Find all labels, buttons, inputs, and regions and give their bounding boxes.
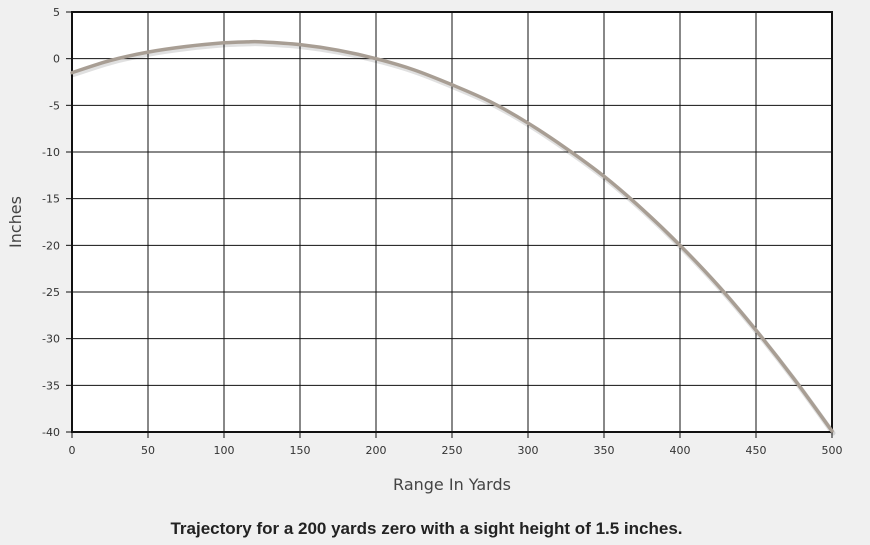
x-tick-label: 100 [214, 444, 235, 457]
y-tick-label: -30 [42, 333, 60, 346]
series-line [70, 39, 834, 433]
y-tick-label: -35 [42, 379, 60, 392]
x-tick-label: 350 [594, 444, 615, 457]
y-tick-label: -25 [42, 286, 60, 299]
y-tick-label: 0 [53, 53, 60, 66]
x-axis-title: Range In Yards [393, 475, 511, 494]
grid-layer [72, 12, 832, 432]
y-tick-label: -5 [49, 99, 60, 112]
x-tick-label: 450 [746, 444, 767, 457]
plot-border [71, 11, 833, 433]
x-tick-label: 0 [69, 444, 76, 457]
axis-layer [66, 11, 833, 438]
tick-labels: 0 50 100 150 200 250 300 350 400 450 50050-5-10-15… [42, 6, 842, 457]
chart-caption: Trajectory for a 200 yards zero with a s… [170, 519, 683, 538]
x-tick-label: 300 [518, 444, 539, 457]
y-tick-label: -20 [42, 239, 60, 252]
x-tick-label: 200 [366, 444, 387, 457]
x-tick-label: 50 [141, 444, 155, 457]
x-tick-label: 250 [442, 444, 463, 457]
y-tick-label: 5 [53, 6, 60, 19]
y-tick-label: -10 [42, 146, 60, 159]
x-tick-label: 400 [670, 444, 691, 457]
y-tick-label: -40 [42, 426, 60, 439]
y-tick-label: -15 [42, 193, 60, 206]
x-tick-label: 150 [290, 444, 311, 457]
series-layer [70, 39, 836, 436]
x-tick-label: 500 [822, 444, 843, 457]
y-axis-title: Inches [6, 196, 25, 248]
